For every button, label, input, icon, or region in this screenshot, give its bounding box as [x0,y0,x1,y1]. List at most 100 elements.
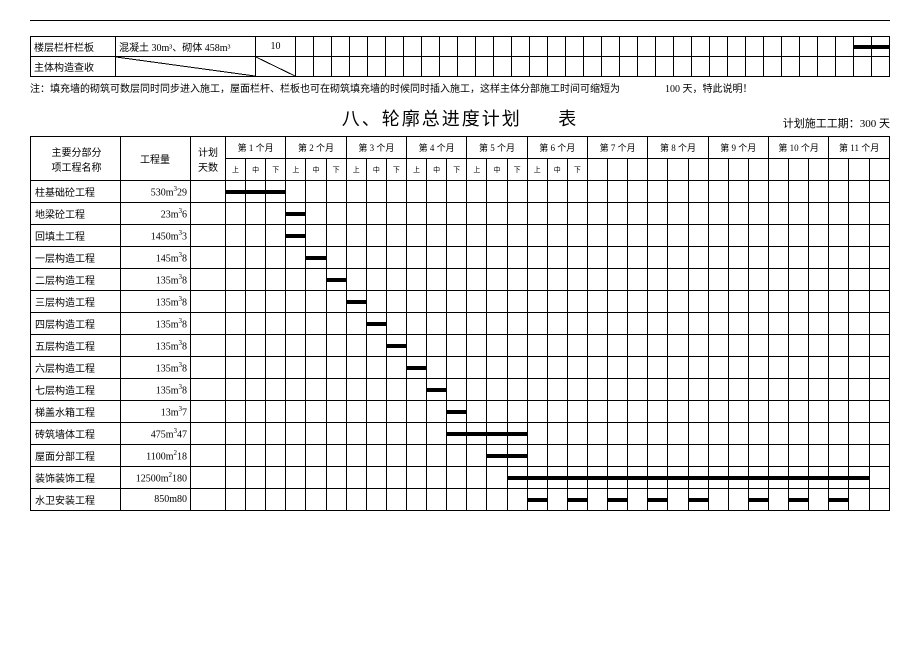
gantt-cell [386,269,406,291]
gantt-cell [688,313,708,335]
gantt-cell [746,57,764,77]
month-header: 第 1 个月 [226,137,286,159]
gantt-cell [674,57,692,77]
sub-header: 上 [286,159,306,181]
gantt-cell [226,247,246,269]
gantt-cell [306,467,326,489]
gantt-cell [789,489,809,511]
gantt-cell [406,335,426,357]
gantt-cell [809,357,829,379]
row-days [191,313,226,335]
gantt-cell [567,467,587,489]
gantt-cell [507,291,527,313]
gantt-cell [836,57,854,77]
gantt-cell [789,401,809,423]
gantt-cell [346,401,366,423]
gantt-cell [494,57,512,77]
gantt-cell [869,379,890,401]
gantt-cell [530,57,548,77]
gantt-cell [487,269,507,291]
gantt-cell [512,37,530,57]
gantt-cell [602,37,620,57]
gantt-cell [266,489,286,511]
gantt-cell [869,357,890,379]
gantt-cell [728,269,748,291]
gantt-cell [527,181,547,203]
month-header: 第 3 个月 [346,137,406,159]
table-row: 三层构造工程135m38 [31,291,890,313]
gantt-cell [326,181,346,203]
row-qty: 850m80 [121,489,191,511]
gantt-cell [366,313,386,335]
gantt-cell [768,489,788,511]
month-header: 第 2 个月 [286,137,346,159]
gantt-cell [386,313,406,335]
gantt-cell [608,445,628,467]
sub-header: 下 [266,159,286,181]
gantt-cell [567,291,587,313]
gantt-cell [306,269,326,291]
gantt-cell [447,445,467,467]
gantt-cell [530,37,548,57]
gantt-cell [782,57,800,77]
gantt-cell [226,445,246,467]
gantt-cell [527,467,547,489]
gantt-cell [608,489,628,511]
gantt-cell [748,489,768,511]
gantt-cell [447,291,467,313]
gantt-cell [427,291,447,313]
gantt-cell [346,379,366,401]
gantt-cell [547,467,567,489]
gantt-cell [587,247,607,269]
gantt-cell [226,269,246,291]
gantt-cell [829,379,849,401]
row-name: 四层构造工程 [31,313,121,335]
gantt-cell [306,313,326,335]
gantt-cell [404,37,422,57]
gantt-cell [507,181,527,203]
gantt-cell [487,203,507,225]
gantt-cell [306,335,326,357]
gantt-cell [406,423,426,445]
gantt-cell [829,269,849,291]
sub-header: 上 [527,159,547,181]
gantt-cell [668,489,688,511]
sub-header [648,159,668,181]
table-row: 梯盖水箱工程13m37 [31,401,890,423]
month-header: 第 7 个月 [587,137,647,159]
row-qty: 1450m33 [121,225,191,247]
gantt-cell [326,269,346,291]
gantt-cell [668,335,688,357]
gantt-cell [728,291,748,313]
gantt-cell [587,181,607,203]
sub-header: 下 [386,159,406,181]
gantt-cell [668,203,688,225]
sub-header: 下 [567,159,587,181]
gantt-cell [849,225,869,247]
gantt-cell [507,357,527,379]
gantt-cell [476,37,494,57]
gantt-cell [527,357,547,379]
gantt-cell [547,423,567,445]
gantt-cell [688,489,708,511]
gantt-cell [869,335,890,357]
gantt-cell [226,357,246,379]
gantt-cell [286,423,306,445]
gantt-cell [608,335,628,357]
gantt-cell [668,269,688,291]
gantt-cell [527,269,547,291]
gantt-cell [547,291,567,313]
gantt-cell [406,269,426,291]
gantt-cell [346,445,366,467]
gantt-cell [487,401,507,423]
gantt-cell [226,225,246,247]
gantt-cell [708,203,728,225]
gantt-cell [829,445,849,467]
gantt-cell [386,291,406,313]
gantt-cell [768,225,788,247]
gantt-cell [789,423,809,445]
gantt-cell [728,203,748,225]
gantt-cell [266,423,286,445]
gantt-cell [567,181,587,203]
gantt-cell [748,225,768,247]
